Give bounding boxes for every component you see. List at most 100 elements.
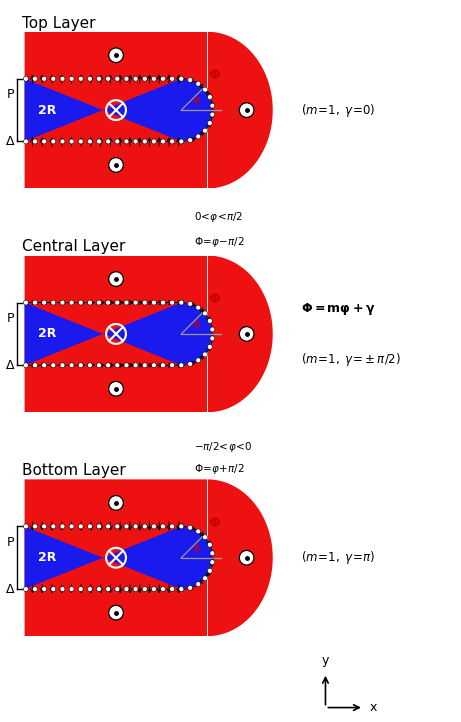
Text: $(m\!=\!1,\ \gamma\!=\!\pi)$: $(m\!=\!1,\ \gamma\!=\!\pi)$	[301, 549, 375, 566]
Text: P: P	[6, 312, 14, 325]
Text: Δ: Δ	[6, 583, 14, 596]
Circle shape	[170, 139, 175, 144]
Circle shape	[207, 568, 213, 573]
Circle shape	[60, 362, 65, 367]
Circle shape	[51, 586, 56, 591]
Circle shape	[160, 300, 165, 305]
Circle shape	[179, 524, 184, 529]
Circle shape	[196, 82, 201, 86]
Circle shape	[210, 551, 215, 556]
Circle shape	[41, 139, 47, 144]
Circle shape	[202, 352, 207, 357]
Circle shape	[69, 77, 74, 82]
Circle shape	[69, 139, 74, 144]
Text: Top Layer: Top Layer	[23, 16, 96, 30]
Circle shape	[41, 77, 47, 82]
Polygon shape	[24, 303, 213, 365]
Circle shape	[188, 586, 193, 591]
Circle shape	[24, 139, 29, 144]
Circle shape	[109, 48, 124, 63]
Circle shape	[207, 318, 213, 323]
Circle shape	[51, 524, 56, 529]
Circle shape	[188, 525, 193, 530]
Text: Δ: Δ	[6, 135, 14, 148]
Circle shape	[179, 139, 184, 144]
Circle shape	[33, 139, 37, 144]
Circle shape	[60, 524, 65, 529]
Circle shape	[142, 300, 147, 305]
Circle shape	[210, 103, 215, 108]
Circle shape	[78, 362, 83, 367]
Text: $-\pi/2\!<\!\varphi\!<\!0$: $-\pi/2\!<\!\varphi\!<\!0$	[194, 440, 252, 454]
Text: Δ: Δ	[6, 359, 14, 372]
Circle shape	[142, 362, 147, 367]
Circle shape	[151, 586, 156, 591]
Circle shape	[179, 77, 184, 82]
Circle shape	[24, 362, 29, 367]
Circle shape	[96, 362, 101, 367]
Circle shape	[202, 311, 207, 316]
Circle shape	[88, 524, 92, 529]
Circle shape	[33, 77, 37, 82]
Circle shape	[109, 381, 124, 396]
Circle shape	[133, 524, 138, 529]
Circle shape	[179, 77, 184, 82]
Text: $\Phi\!=\!\varphi\!-\!\pi/2$: $\Phi\!=\!\varphi\!-\!\pi/2$	[194, 235, 244, 249]
Circle shape	[106, 586, 111, 591]
Circle shape	[179, 300, 184, 305]
Circle shape	[69, 300, 74, 305]
Circle shape	[33, 586, 37, 591]
Circle shape	[78, 300, 83, 305]
Circle shape	[41, 586, 47, 591]
Circle shape	[207, 95, 213, 100]
Circle shape	[88, 300, 92, 305]
Circle shape	[151, 77, 156, 82]
Circle shape	[151, 139, 156, 144]
Circle shape	[179, 586, 184, 591]
Circle shape	[207, 121, 213, 126]
Circle shape	[160, 586, 165, 591]
Circle shape	[207, 344, 213, 349]
Circle shape	[33, 362, 37, 367]
Circle shape	[124, 77, 129, 82]
Circle shape	[106, 139, 111, 144]
Circle shape	[210, 327, 215, 332]
Circle shape	[109, 271, 124, 287]
Circle shape	[202, 535, 207, 540]
Text: $\mathbf{\Phi = }$$\mathbf{m\varphi + \gamma}$: $\mathbf{\Phi = }$$\mathbf{m\varphi + \g…	[301, 300, 376, 317]
Text: $\Phi\!=\!\varphi\!+\!\pi/2$: $\Phi\!=\!\varphi\!+\!\pi/2$	[194, 462, 244, 476]
Circle shape	[151, 362, 156, 367]
Circle shape	[124, 524, 129, 529]
Circle shape	[96, 77, 101, 82]
Circle shape	[51, 300, 56, 305]
Polygon shape	[24, 256, 273, 412]
Circle shape	[69, 586, 74, 591]
Circle shape	[196, 305, 201, 310]
Polygon shape	[24, 479, 273, 636]
Circle shape	[106, 77, 111, 82]
Circle shape	[115, 77, 120, 82]
Circle shape	[24, 300, 29, 305]
Text: Bottom Layer: Bottom Layer	[23, 464, 126, 478]
Circle shape	[160, 362, 165, 367]
Circle shape	[179, 139, 184, 144]
Circle shape	[124, 362, 129, 367]
Circle shape	[60, 586, 65, 591]
Circle shape	[210, 336, 215, 341]
Circle shape	[106, 300, 111, 305]
Circle shape	[188, 362, 193, 367]
Text: Φ: Φ	[208, 68, 220, 82]
Circle shape	[115, 139, 120, 144]
Circle shape	[202, 128, 207, 133]
Circle shape	[170, 362, 175, 367]
Text: Φ: Φ	[208, 516, 220, 530]
Circle shape	[196, 582, 201, 586]
Circle shape	[142, 524, 147, 529]
Circle shape	[41, 300, 47, 305]
Circle shape	[78, 524, 83, 529]
Circle shape	[60, 77, 65, 82]
Circle shape	[188, 138, 193, 143]
Circle shape	[160, 524, 165, 529]
Circle shape	[106, 524, 111, 529]
Circle shape	[96, 139, 101, 144]
